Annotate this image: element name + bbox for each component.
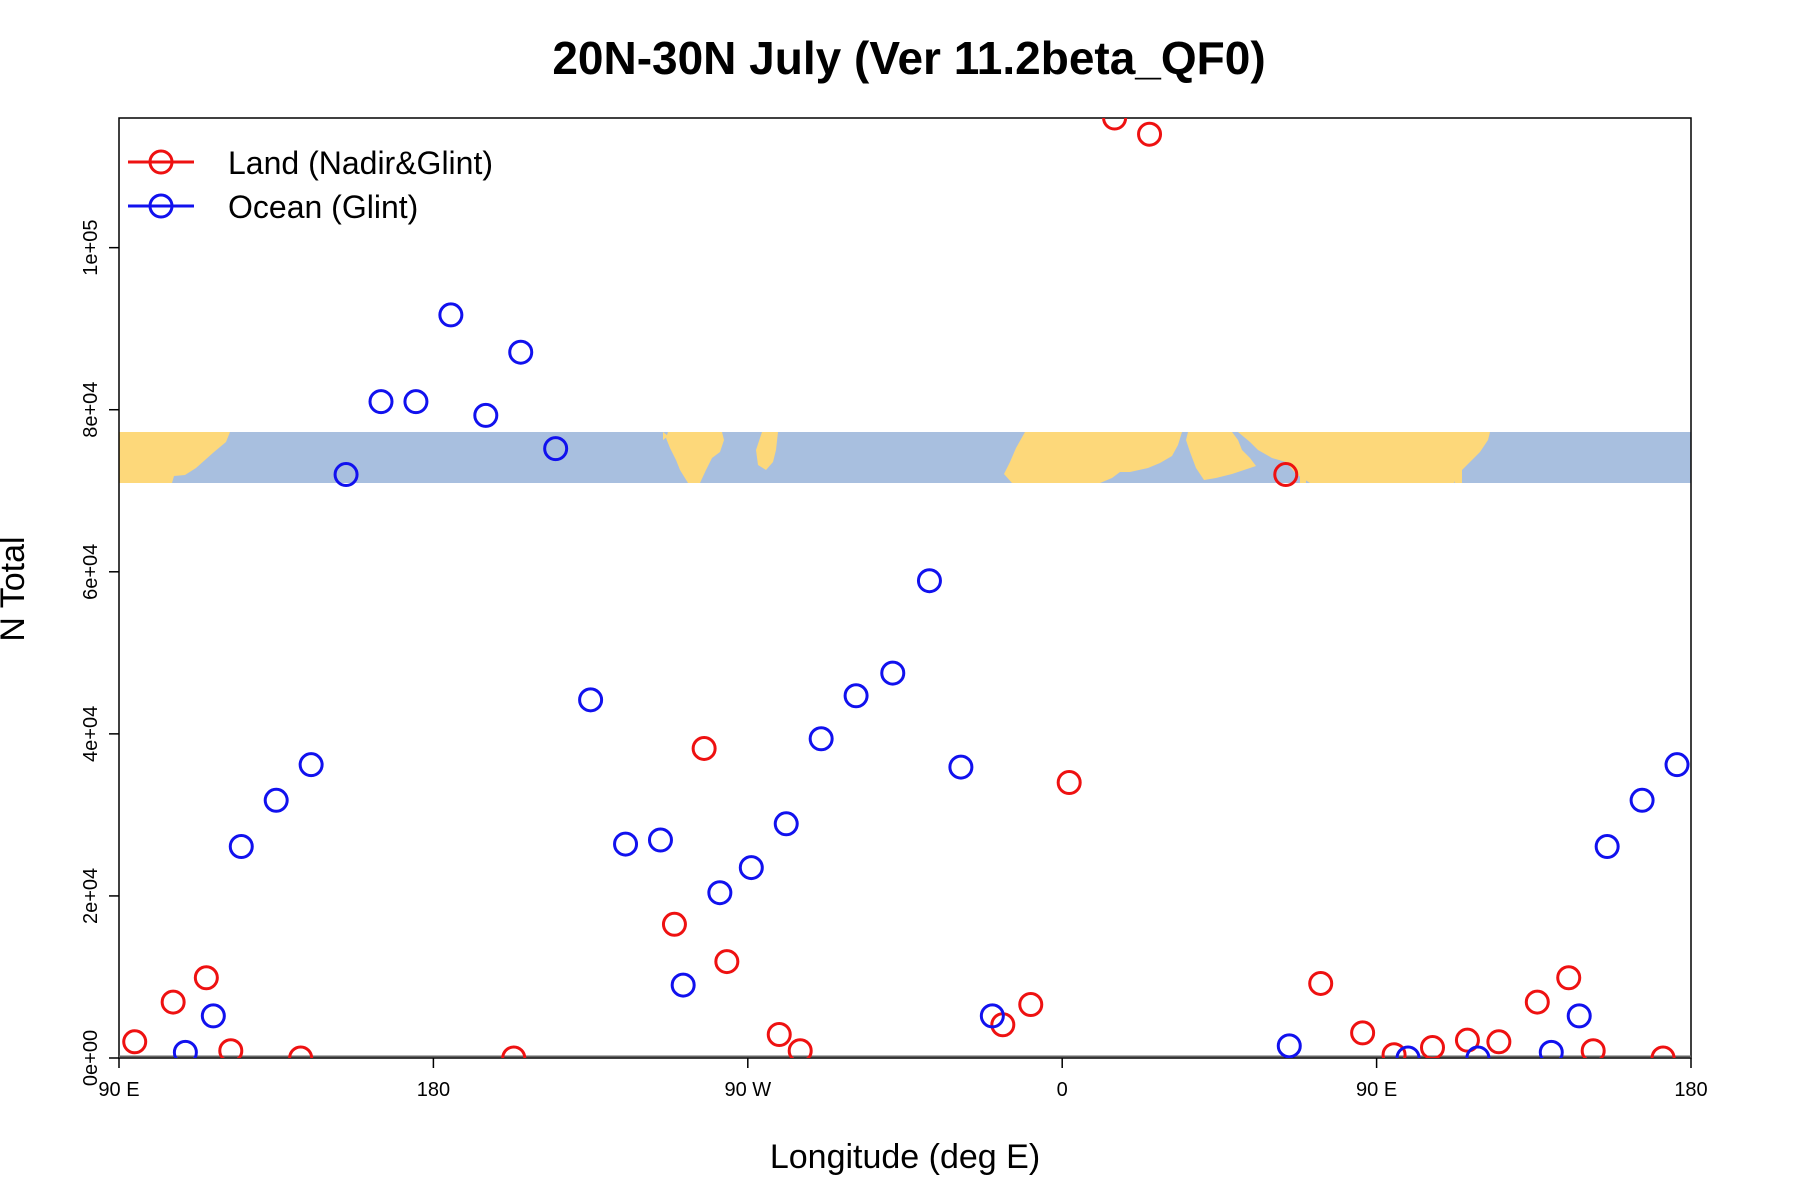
data-point xyxy=(333,462,359,488)
data-point xyxy=(773,811,799,837)
legend-land-marker xyxy=(148,149,174,175)
data-point xyxy=(200,1003,226,1029)
data-point xyxy=(1524,989,1550,1015)
legend: Land (Nadir&Glint) Ocean (Glint) xyxy=(128,145,493,225)
y-tick-label: 8e+04 xyxy=(80,382,102,438)
data-point xyxy=(578,687,604,713)
data-point xyxy=(1538,1039,1564,1058)
y-tick-label: 2e+04 xyxy=(80,868,102,924)
y-tick-label: 4e+04 xyxy=(80,706,102,762)
data-point xyxy=(1350,1020,1376,1046)
data-point xyxy=(1102,118,1128,131)
data-point xyxy=(1018,992,1044,1018)
data-point xyxy=(1395,1045,1421,1058)
series-land xyxy=(122,118,1676,1058)
data-point xyxy=(1419,1034,1445,1058)
data-point xyxy=(438,302,464,328)
data-point xyxy=(787,1038,813,1058)
data-point xyxy=(1664,752,1690,778)
data-point xyxy=(1556,965,1582,991)
data-point xyxy=(707,880,733,906)
legend-ocean-marker xyxy=(148,193,174,219)
data-point xyxy=(613,831,639,857)
data-point xyxy=(661,911,687,937)
data-point xyxy=(1650,1045,1676,1058)
data-point xyxy=(1566,1003,1592,1029)
data-point xyxy=(1465,1045,1491,1058)
data-point xyxy=(1486,1029,1512,1055)
data-point xyxy=(218,1038,244,1058)
data-point xyxy=(647,827,673,853)
x-tick-label: 180 xyxy=(1674,1079,1707,1101)
data-point xyxy=(1273,462,1299,488)
data-point xyxy=(1381,1042,1407,1058)
data-point xyxy=(501,1045,527,1058)
y-axis: 0e+00 2e+04 4e+04 6e+04 8e+04 1e+05 xyxy=(80,220,119,1086)
data-point xyxy=(691,735,717,761)
data-point xyxy=(1580,1038,1606,1058)
data-point xyxy=(122,1029,148,1055)
data-point xyxy=(766,1022,792,1047)
data-point xyxy=(843,683,869,709)
data-point xyxy=(160,989,186,1015)
plot-frame xyxy=(118,117,1692,1059)
data-point xyxy=(368,389,394,415)
data-point xyxy=(288,1045,314,1058)
data-point xyxy=(403,389,429,415)
data-point xyxy=(1137,121,1163,147)
series-ocean xyxy=(172,302,1690,1058)
data-point xyxy=(228,834,254,859)
map-land xyxy=(119,432,1490,483)
x-tick-label: 90 E xyxy=(98,1079,139,1101)
y-axis-label: N Total xyxy=(0,536,32,641)
data-point xyxy=(1056,769,1082,795)
data-point xyxy=(172,1039,198,1058)
data-point xyxy=(543,436,569,462)
x-tick-label: 180 xyxy=(417,1079,450,1101)
data-point xyxy=(880,660,906,686)
y-tick-label: 1e+05 xyxy=(80,220,102,276)
data-point xyxy=(738,855,764,881)
y-tick-label: 6e+04 xyxy=(80,544,102,600)
data-point xyxy=(808,726,834,752)
data-point xyxy=(1594,834,1620,859)
data-point xyxy=(670,972,696,998)
legend-ocean-label: Ocean (Glint) xyxy=(228,189,418,225)
data-point xyxy=(1629,787,1655,813)
legend-land-label: Land (Nadir&Glint) xyxy=(228,145,493,181)
data-point xyxy=(298,752,324,778)
x-axis-label: Longitude (deg E) xyxy=(770,1138,1040,1176)
data-point xyxy=(979,1003,1005,1029)
data-point xyxy=(193,965,219,991)
chart-title: 20N-30N July (Ver 11.2beta_QF0) xyxy=(552,32,1265,84)
data-point xyxy=(508,339,534,365)
data-point xyxy=(1308,970,1334,996)
data-point xyxy=(948,754,974,780)
data-point xyxy=(714,949,740,975)
x-tick-label: 0 xyxy=(1057,1079,1068,1101)
x-tick-label: 90 W xyxy=(724,1079,771,1101)
x-tick-label: 90 E xyxy=(1356,1079,1397,1101)
data-point xyxy=(473,402,499,428)
map-strip xyxy=(119,432,1691,483)
data-point xyxy=(263,787,289,813)
y-tick-label: 0e+00 xyxy=(80,1030,102,1086)
data-point xyxy=(1276,1033,1302,1058)
data-point xyxy=(916,568,942,594)
x-axis: 90 E 180 90 W 0 90 E 180 xyxy=(98,1058,1708,1101)
data-points xyxy=(122,118,1690,1058)
data-point xyxy=(1454,1027,1480,1053)
